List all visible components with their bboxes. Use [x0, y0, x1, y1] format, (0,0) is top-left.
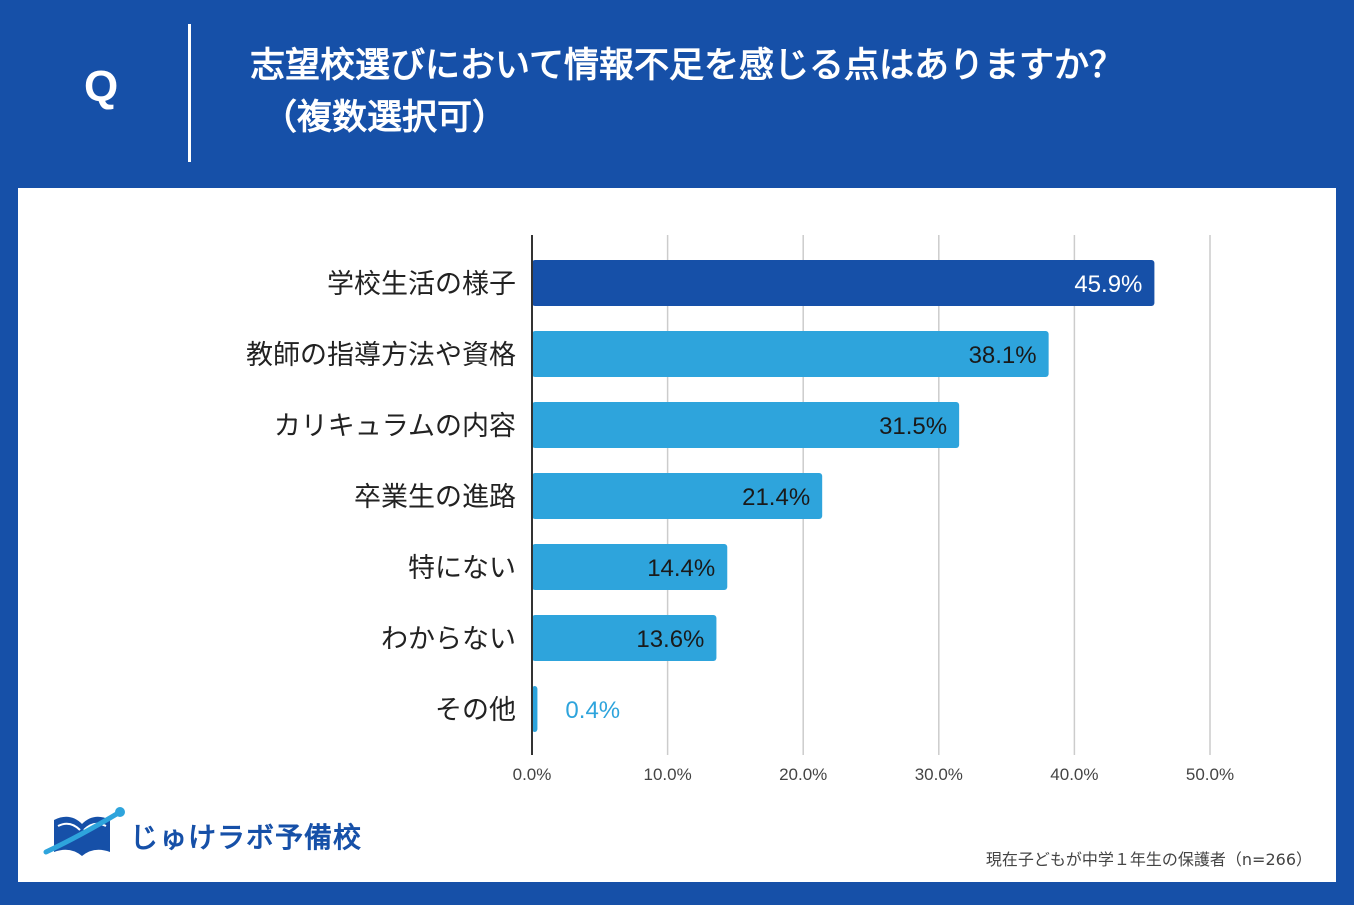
brand-logo-text: じゅけラボ予備校	[130, 821, 363, 854]
header-divider	[188, 24, 191, 162]
x-tick-label: 30.0%	[915, 765, 963, 784]
value-label: 14.4%	[647, 555, 715, 582]
book-logo-icon	[43, 807, 125, 856]
category-label: 特にない	[408, 553, 516, 584]
bar-2	[532, 331, 1049, 377]
bar-5	[532, 544, 728, 590]
x-tick-label: 50.0%	[1186, 765, 1234, 784]
value-label: 21.4%	[742, 484, 810, 511]
x-tick-label: 20.0%	[779, 765, 827, 784]
question-line-2: （複数選択可）	[262, 98, 508, 138]
x-tick-label: 40.0%	[1050, 765, 1098, 784]
question-line-1: 志望校選びにおいて情報不足を感じる点はありますか？	[250, 46, 1124, 86]
question-text: 志望校選びにおいて情報不足を感じる点はありますか？ （複数選択可）	[250, 40, 1330, 144]
bar-1	[532, 260, 1155, 306]
source-note: 現在子どもが中学１年生の保護者（n=266）	[985, 850, 1312, 869]
x-tick-label: 0.0%	[513, 765, 552, 784]
bar-4	[532, 473, 823, 519]
bar-3	[532, 402, 960, 448]
category-label: わからない	[381, 624, 516, 655]
chart-panel: 0.0% 10.0% 20.0% 30.0% 40.0% 50.0% 学校生活の様子 45.9…	[18, 188, 1336, 882]
value-label: 45.9%	[1074, 271, 1142, 298]
category-label: 卒業生の進路	[354, 482, 516, 513]
category-label: 教師の指導方法や資格	[246, 340, 516, 371]
x-tick-label: 10.0%	[643, 765, 691, 784]
bar-6	[532, 615, 717, 661]
bar-7	[532, 686, 538, 732]
question-mark-label: Q	[84, 62, 119, 111]
value-label: 38.1%	[969, 342, 1037, 369]
value-label: 31.5%	[879, 413, 947, 440]
value-label: 13.6%	[636, 626, 704, 653]
bar-chart: 0.0% 10.0% 20.0% 30.0% 40.0% 50.0% 学校生活の様子 45.9…	[246, 235, 1234, 784]
category-label: その他	[435, 695, 516, 726]
header: Q 志望校選びにおいて情報不足を感じる点はありますか？ （複数選択可）	[0, 0, 1354, 188]
category-label: カリキュラムの内容	[274, 411, 516, 442]
value-label: 0.4%	[565, 697, 620, 724]
category-label: 学校生活の様子	[327, 269, 516, 300]
